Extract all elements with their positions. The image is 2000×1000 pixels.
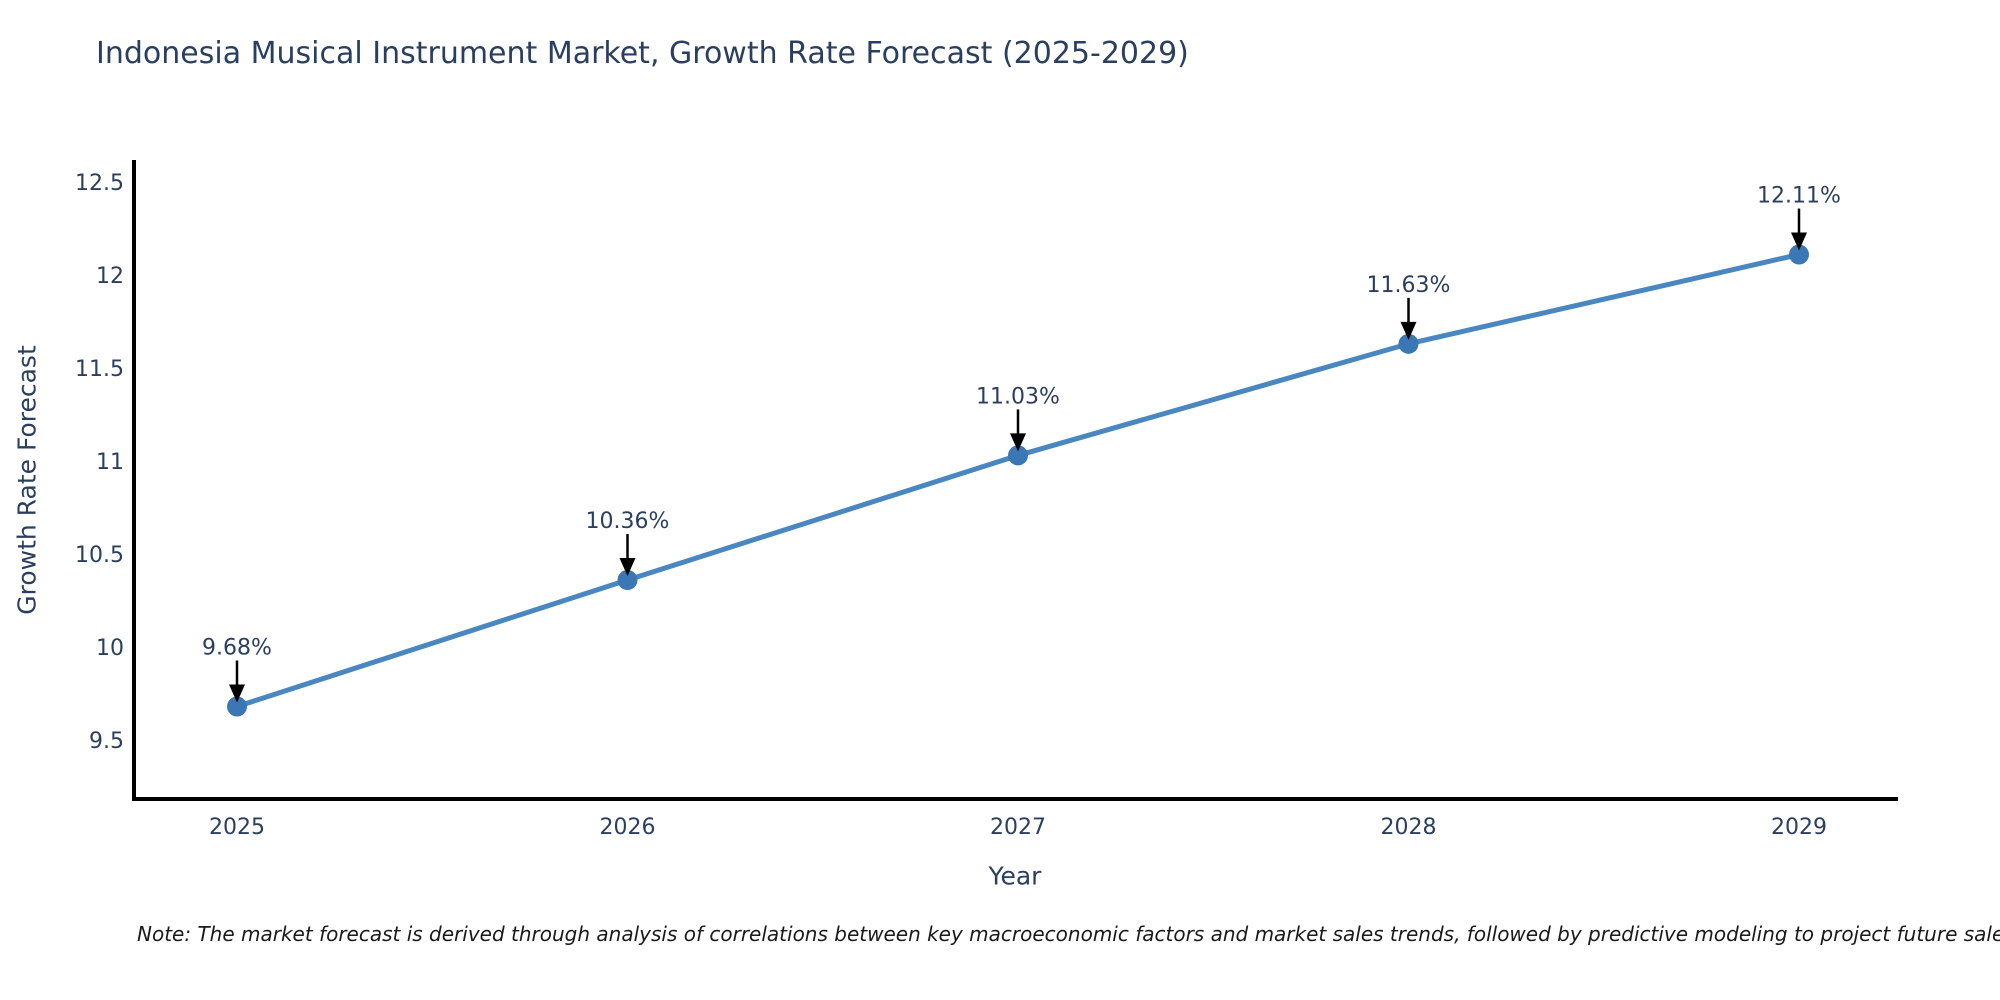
y-tick-label: 10 (96, 636, 124, 661)
data-point-marker (617, 570, 638, 591)
data-point-marker (1008, 445, 1028, 466)
annotation-arrowhead (229, 684, 245, 703)
point-annotations: 9.68% 10.36% 11.03% 11.63% 12.11% (202, 184, 1841, 703)
x-tick-label: 2028 (1381, 815, 1437, 840)
point-value-label: 12.11% (1757, 184, 1841, 209)
y-tick-label: 11 (96, 450, 124, 475)
y-tick-label: 11.5 (75, 357, 124, 382)
chart-title: Indonesia Musical Instrument Market, Gro… (96, 36, 1189, 71)
data-point-marker (1398, 333, 1419, 354)
x-axis-title: Year (988, 861, 1042, 891)
y-tick-labels: 9.5 10 10.5 11 11.5 12 12.5 (75, 171, 124, 754)
y-tick-label: 12 (96, 264, 124, 289)
y-tick-label: 9.5 (89, 729, 124, 754)
annotation-arrowhead (1010, 433, 1026, 452)
footnote: Note: The market forecast is derived thr… (137, 922, 2000, 946)
x-tick-label: 2025 (209, 815, 265, 840)
line-series (227, 244, 1809, 717)
data-point-marker (227, 696, 247, 717)
x-tick-label: 2026 (600, 815, 656, 840)
data-point-marker (1789, 244, 1809, 265)
y-tick-label: 10.5 (75, 543, 124, 568)
annotation-arrowhead (1400, 321, 1417, 340)
point-value-label: 10.36% (586, 509, 670, 534)
x-tick-label: 2029 (1771, 815, 1827, 840)
point-value-label: 9.68% (202, 636, 272, 661)
annotation-arrowhead (1791, 232, 1807, 251)
point-value-label: 11.03% (976, 384, 1060, 409)
x-tick-label: 2027 (990, 815, 1046, 840)
trend-line (234, 252, 1802, 710)
axes (132, 160, 1898, 801)
x-tick-labels: 2025 2026 2027 2028 2029 (209, 815, 1827, 840)
point-value-label: 11.63% (1367, 273, 1451, 298)
annotation-arrowhead (619, 558, 636, 577)
y-tick-label: 12.5 (75, 171, 124, 196)
